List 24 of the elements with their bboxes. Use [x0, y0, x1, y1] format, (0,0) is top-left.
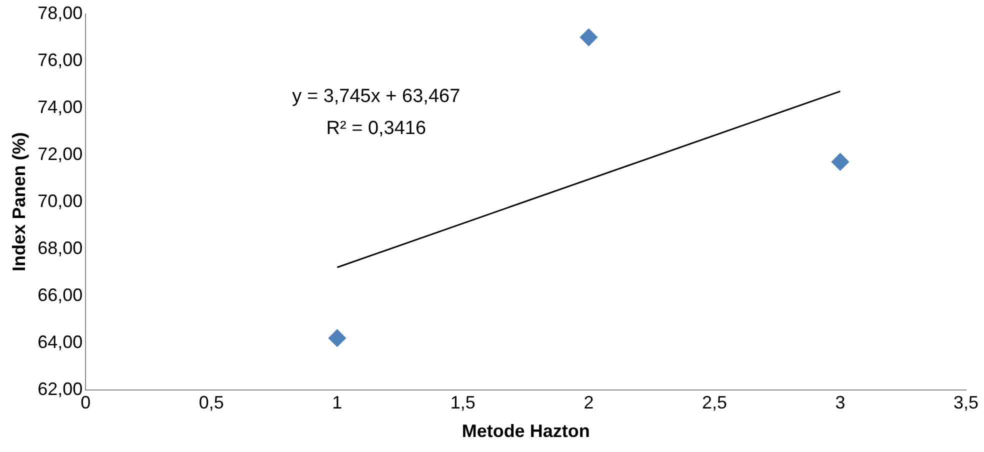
y-tick-label: 64,00: [38, 332, 83, 352]
y-tick-label: 72,00: [38, 144, 83, 164]
x-tick-label: 1: [332, 392, 342, 413]
y-tick-label: 68,00: [38, 238, 83, 258]
y-tick-label: 76,00: [38, 50, 83, 70]
y-tick-label: 62,00: [38, 378, 83, 399]
x-axis-title: Metode Hazton: [462, 421, 590, 442]
point: [328, 329, 346, 347]
x-tick-label: 0,5: [198, 392, 224, 413]
x-tick-label: 2,5: [702, 392, 727, 413]
y-tick-label: 66,00: [38, 284, 83, 305]
y-tick-label: 70,00: [38, 190, 83, 211]
point: [580, 28, 598, 46]
x-tick-label: 3: [835, 392, 846, 413]
y-tick-label: 78,00: [38, 2, 83, 23]
annotation: R² = 0,3416: [326, 118, 426, 139]
point: [831, 153, 849, 171]
x-tick-label: 1,5: [450, 392, 476, 413]
y-axis-title: Index Panen (%): [8, 132, 29, 272]
x-tick-label: 0: [80, 392, 91, 413]
x-tick-label: 3,5: [953, 392, 979, 413]
x-tick-label: 2: [584, 392, 594, 413]
y-tick-label: 74,00: [38, 96, 83, 117]
annotation: y = 3,745x + 63,467: [292, 86, 460, 107]
